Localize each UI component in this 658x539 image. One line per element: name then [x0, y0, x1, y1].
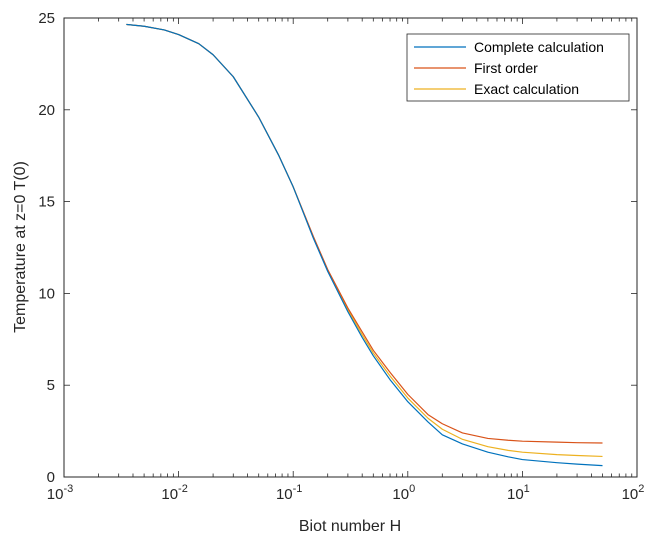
- y-axis-label: Temperature at z=0 T(0): [12, 161, 29, 333]
- x-tick-label: 10-2: [161, 483, 187, 503]
- y-tick-label: 25: [38, 10, 55, 27]
- x-tick-base: 10: [276, 486, 293, 503]
- x-tick-base: 10: [392, 486, 409, 503]
- x-tick-label: 10-3: [47, 483, 73, 503]
- y-tick-label: 15: [38, 194, 55, 211]
- x-tick-exponent: 0: [409, 483, 415, 495]
- series-line-0: [126, 23, 603, 467]
- y-tick-label: 10: [38, 285, 55, 302]
- x-tick-exponent: -3: [63, 483, 73, 495]
- x-tick-labels: 10-3 10-2 10-1 100 101 102: [47, 483, 645, 503]
- x-tick-label: 10-1: [276, 483, 302, 503]
- x-tick-exponent: 1: [524, 483, 530, 495]
- x-tick-exponent: -2: [178, 483, 188, 495]
- x-tick-base: 10: [507, 486, 524, 503]
- y-tick-label: 0: [47, 469, 55, 486]
- x-tick-exponent: -1: [293, 483, 303, 495]
- x-tick-label: 101: [507, 483, 530, 503]
- x-tick-base: 10: [47, 486, 64, 503]
- x-tick-base: 10: [161, 486, 178, 503]
- x-axis-label: Biot number H: [299, 518, 401, 535]
- x-tick-base: 10: [622, 486, 639, 503]
- x-tick-exponent: 2: [638, 483, 644, 495]
- series-layer: [126, 23, 603, 467]
- legend-label-2: Exact calculation: [474, 81, 579, 97]
- y-tick-label: 5: [47, 377, 55, 394]
- x-tick-label: 100: [392, 483, 415, 503]
- legend-label-0: Complete calculation: [474, 39, 604, 55]
- y-tick-label: 20: [38, 102, 55, 119]
- legend: Complete calculation First order Exact cal…: [406, 33, 630, 102]
- axes-box: [63, 17, 638, 478]
- x-tick-label: 102: [622, 483, 645, 503]
- y-tick-labels: 0 5 10 15 20 25: [38, 10, 55, 486]
- legend-label-1: First order: [474, 60, 538, 76]
